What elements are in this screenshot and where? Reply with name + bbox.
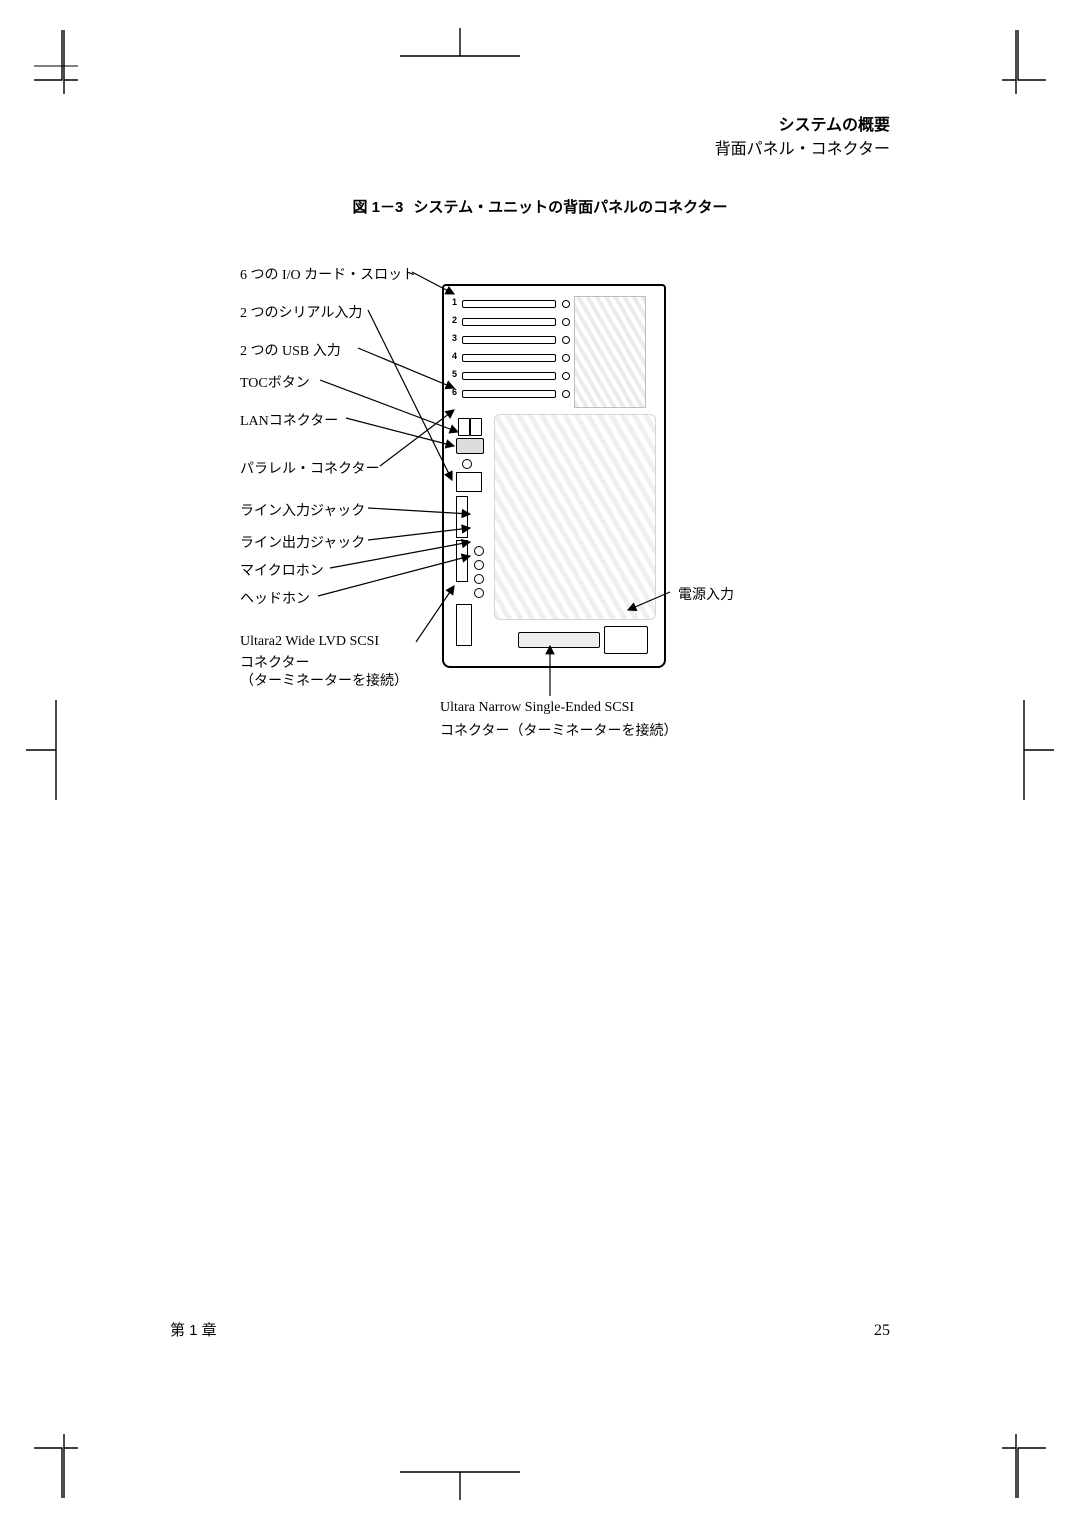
- header-subtitle: 背面パネル・コネクター: [715, 138, 890, 162]
- page-header: システムの概要 背面パネル・コネクター: [715, 114, 890, 162]
- label-scsi-wide-3: （ターミネーターを接続）: [240, 670, 408, 690]
- crop-mark-tl: [34, 30, 78, 94]
- footer-page: 25: [874, 1322, 890, 1340]
- mic-jack-icon: [474, 574, 484, 584]
- parallel-port-icon: [456, 438, 484, 454]
- label-parallel: パラレル・コネクター: [240, 458, 379, 478]
- crop-mark-mr: [1010, 700, 1054, 800]
- rear-panel-box: 1 2 3 4 5 6: [442, 284, 666, 668]
- figure-caption-text: システム・ユニットの背面パネルのコネクター: [414, 199, 728, 216]
- crop-mark-ml: [26, 700, 70, 800]
- power-inlet-icon: [604, 626, 648, 654]
- crop-mark-br: [1002, 1434, 1046, 1498]
- label-scsi-narrow-2: コネクター（ターミネーターを接続）: [440, 720, 677, 740]
- label-line-out: ライン出力ジャック: [240, 532, 365, 552]
- line-in-jack-icon: [474, 546, 484, 556]
- figure-caption: 図 1－3 システム・ユニットの背面パネルのコネクター: [353, 196, 728, 217]
- crop-mark-tr: [1002, 30, 1046, 94]
- footer-chapter: 第 1 章: [170, 1319, 217, 1340]
- label-scsi-wide-2: コネクター: [240, 652, 309, 672]
- lan-port-icon: [456, 472, 482, 492]
- label-serial: 2 つのシリアル入力: [240, 302, 362, 322]
- crop-mark-bl: [34, 1434, 78, 1498]
- label-scsi-wide-1: Ultara2 Wide LVD SCSI: [240, 634, 379, 650]
- line-out-jack-icon: [474, 560, 484, 570]
- mid-area: [450, 414, 656, 620]
- label-usb: 2 つの USB 入力: [240, 340, 341, 360]
- label-io-slots: 6 つの I/O カード・スロット: [240, 264, 416, 284]
- label-power: 電源入力: [678, 584, 734, 604]
- crop-mark-tc: [400, 28, 520, 72]
- vent-main: [494, 414, 656, 620]
- usb-port-1-icon: [458, 418, 470, 436]
- vent-top: [574, 296, 646, 408]
- label-headphone: ヘッドホン: [240, 588, 310, 608]
- bottom-area: [450, 620, 656, 660]
- rear-panel-diagram: 6 つの I/O カード・スロット 2 つのシリアル入力 2 つの USB 入力…: [240, 250, 850, 770]
- figure-caption-prefix: 図 1－3: [353, 199, 404, 216]
- label-toc: TOCボタン: [240, 372, 310, 392]
- crop-mark-bc: [400, 1456, 520, 1500]
- label-scsi-narrow-1: Ultara Narrow Single-Ended SCSI: [440, 700, 634, 716]
- label-line-in: ライン入力ジャック: [240, 500, 365, 520]
- scsi-narrow-port-icon: [518, 632, 600, 648]
- label-mic: マイクロホン: [240, 560, 324, 580]
- serial-port-1-icon: [456, 496, 468, 538]
- label-lan: LANコネクター: [240, 410, 338, 430]
- headphone-jack-icon: [474, 588, 484, 598]
- usb-port-2-icon: [470, 418, 482, 436]
- serial-port-2-icon: [456, 540, 468, 582]
- toc-button-icon: [462, 459, 472, 469]
- header-title: システムの概要: [715, 114, 890, 138]
